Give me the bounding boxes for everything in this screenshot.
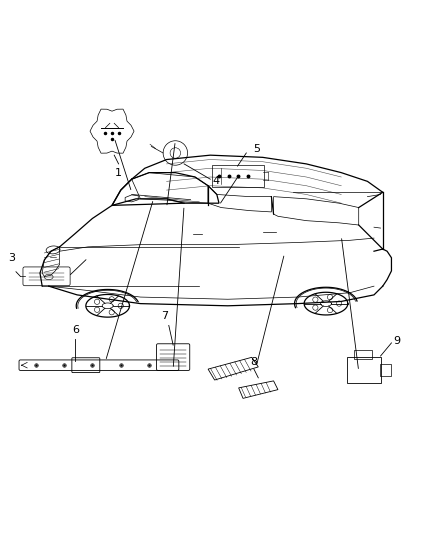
Text: 1: 1 <box>115 168 122 178</box>
Text: 6: 6 <box>72 325 79 335</box>
Text: 8: 8 <box>251 357 258 367</box>
Text: 7: 7 <box>161 311 168 321</box>
Text: 4: 4 <box>212 176 219 187</box>
Text: 9: 9 <box>394 336 401 346</box>
Text: 5: 5 <box>253 143 260 154</box>
Text: 3: 3 <box>8 253 15 263</box>
